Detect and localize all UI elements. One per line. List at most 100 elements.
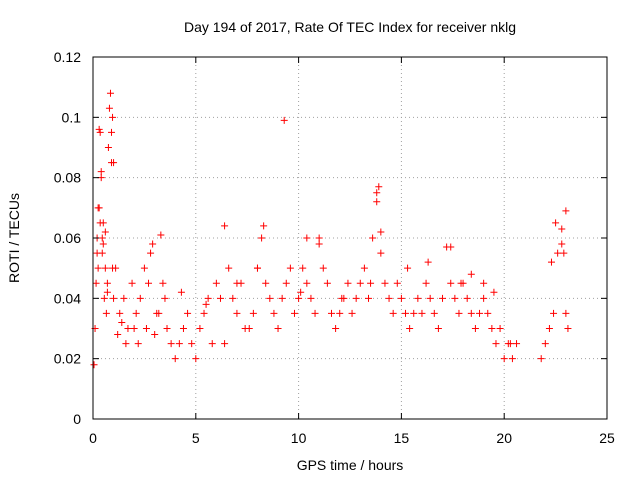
data-point [513, 340, 521, 348]
data-point [397, 294, 405, 302]
data-point [402, 309, 410, 317]
data-point [338, 294, 346, 302]
data-point [315, 234, 323, 242]
data-point [212, 279, 220, 287]
data-point [110, 294, 118, 302]
data-point [142, 325, 150, 332]
data-point [307, 294, 315, 302]
data-point [171, 355, 179, 363]
data-point [434, 325, 442, 332]
data-point [106, 89, 114, 97]
data-point [385, 294, 393, 302]
data-point [159, 279, 167, 287]
data-point [457, 279, 465, 287]
data-point [554, 249, 562, 257]
y-tick-label: 0.06 [54, 230, 81, 246]
data-point [114, 331, 122, 339]
data-point [369, 234, 377, 242]
data-point [447, 279, 455, 287]
data-point [490, 288, 498, 296]
data-point [377, 228, 385, 236]
data-point [311, 309, 319, 317]
data-point [506, 340, 514, 348]
data-point [196, 325, 204, 332]
data-point [118, 318, 126, 326]
data-point [377, 249, 385, 257]
data-point [356, 279, 364, 287]
data-point [564, 325, 572, 332]
data-point [373, 189, 381, 197]
data-point [558, 225, 566, 233]
data-point [547, 258, 555, 266]
data-point [492, 340, 500, 348]
y-tick-label: 0.04 [54, 290, 81, 306]
data-point [488, 325, 496, 332]
y-tick-label: 0.12 [54, 49, 81, 65]
data-point [132, 309, 140, 317]
data-point [414, 294, 422, 302]
data-point [467, 309, 475, 317]
data-point [274, 325, 282, 332]
data-point [98, 234, 106, 242]
x-axis-label: GPS time / hours [297, 457, 404, 473]
data-point [332, 325, 340, 332]
data-point [315, 240, 323, 248]
data-point [558, 240, 566, 248]
data-point [102, 309, 110, 317]
data-point [439, 294, 447, 302]
axis-ticks [92, 56, 608, 420]
data-point [278, 294, 286, 302]
data-point [299, 264, 307, 272]
x-tick-label: 25 [599, 430, 615, 446]
x-tick-label: 5 [192, 430, 200, 446]
data-point [476, 309, 484, 317]
data-point [147, 249, 155, 257]
data-point [94, 204, 102, 212]
data-point [365, 294, 373, 302]
data-point [184, 309, 192, 317]
data-point [151, 331, 159, 339]
data-point [550, 309, 558, 317]
y-tick-label: 0.1 [62, 109, 82, 125]
data-point [192, 355, 200, 363]
data-point [233, 279, 241, 287]
data-point [109, 113, 117, 121]
data-point [145, 279, 153, 287]
data-point [116, 309, 124, 317]
data-point [249, 309, 257, 317]
data-point [188, 340, 196, 348]
data-point [175, 340, 183, 348]
y-axis-label: ROTI / TECUs [6, 193, 22, 283]
data-point [426, 294, 434, 302]
data-point [179, 325, 187, 332]
data-point [260, 222, 268, 230]
data-point [410, 309, 418, 317]
data-point [297, 288, 305, 296]
data-point [552, 219, 560, 227]
y-tick-label: 0.02 [54, 351, 81, 367]
data-point [422, 279, 430, 287]
data-point [352, 294, 360, 302]
data-point [128, 279, 136, 287]
data-point [149, 240, 157, 248]
data-point [373, 198, 381, 206]
data-point [484, 309, 492, 317]
data-point [447, 243, 455, 251]
data-point [319, 264, 327, 272]
data-points [90, 89, 572, 369]
data-point [480, 294, 488, 302]
data-point [496, 325, 504, 332]
data-point [136, 294, 144, 302]
data-point [258, 234, 266, 242]
data-point [122, 340, 130, 348]
data-point [90, 361, 98, 369]
data-point [562, 309, 570, 317]
data-point [406, 325, 414, 332]
data-point [105, 104, 113, 112]
data-point [103, 279, 111, 287]
data-point [367, 279, 375, 287]
data-point [134, 340, 142, 348]
data-point [204, 294, 212, 302]
data-point [545, 325, 553, 332]
